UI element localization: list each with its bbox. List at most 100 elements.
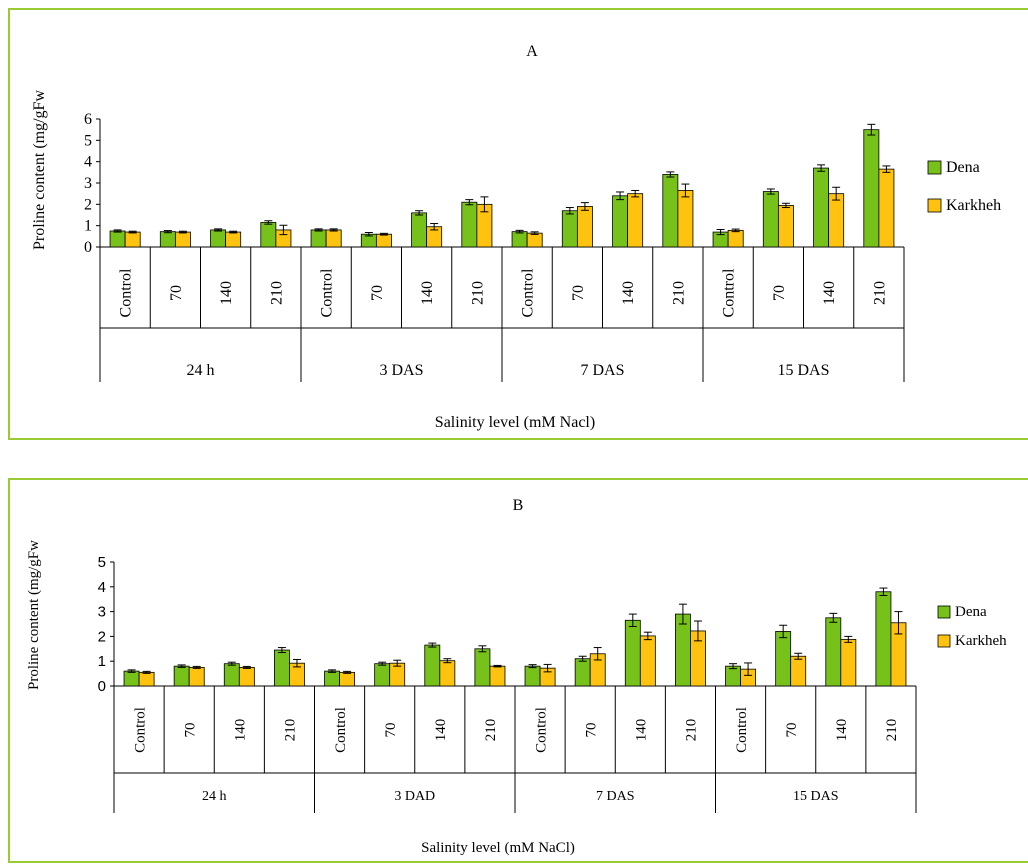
category-label: 140	[634, 719, 650, 742]
legend-label-dena: Dena	[955, 604, 987, 620]
legend-label-dena: Dena	[946, 159, 980, 176]
legend-swatch-karkheh	[927, 198, 942, 213]
x-axis-label: Salinity level (mM Nacl)	[435, 414, 595, 431]
bar-dena	[775, 631, 792, 687]
y-tick-label: 6	[84, 111, 92, 128]
bar-karkheh	[238, 666, 255, 687]
bar-dena	[825, 617, 842, 687]
bar-karkheh	[124, 231, 141, 248]
bar-karkheh	[225, 231, 242, 248]
bar-dena	[173, 665, 190, 687]
chart-a-svg: A Proline content (mg/gFw 0 1 2 3 4 5 6 Control 70…	[31, 43, 1001, 431]
chart-b-svg: B Proline content (mg/gFw 0 1 2 3 4 5 Control 70 1…	[26, 497, 1007, 856]
bar-karkheh	[576, 206, 593, 248]
bar-karkheh	[188, 666, 205, 687]
y-axis-label: Proline content (mg/gFw	[26, 540, 42, 690]
bar-karkheh	[840, 638, 857, 687]
category-label: Control	[319, 268, 336, 317]
category-label: Control	[520, 268, 537, 317]
bar-karkheh	[339, 671, 356, 687]
category-label: Control	[721, 268, 738, 317]
bar-karkheh	[138, 671, 155, 687]
group-label: 3 DAD	[394, 789, 435, 804]
y-tick-label: 1	[98, 653, 106, 670]
category-label: Control	[734, 707, 750, 753]
category-label: Control	[132, 707, 148, 753]
group-label: 7 DAS	[596, 789, 635, 804]
category-label: Control	[118, 268, 135, 317]
bar-karkheh	[727, 229, 744, 248]
bar-karkheh	[325, 229, 342, 248]
y-tick-label: 2	[84, 196, 92, 213]
y-tick-label: 4	[98, 579, 106, 596]
category-label: 70	[383, 723, 399, 738]
category-label: 140	[433, 719, 449, 742]
category-label: 70	[182, 723, 198, 738]
category-label: 70	[570, 285, 587, 301]
group-label: 24 h	[202, 789, 227, 804]
category-label: 140	[419, 281, 436, 305]
group-label: 3 DAS	[379, 362, 423, 379]
bar-dena	[260, 222, 277, 248]
category-label: 140	[233, 719, 249, 742]
bar-dena	[461, 201, 478, 248]
bar-dena	[123, 670, 140, 687]
bar-karkheh	[677, 190, 694, 248]
bar-dena	[574, 658, 591, 687]
bar-karkheh	[878, 168, 895, 248]
category-label: 70	[168, 285, 185, 301]
category-label: 70	[771, 285, 788, 301]
category-label: 210	[871, 281, 888, 305]
category-label: 210	[283, 719, 299, 742]
y-tick-label: 2	[98, 628, 106, 645]
bar-karkheh	[489, 665, 506, 687]
y-tick-label: 5	[98, 554, 106, 571]
y-tick-label: 4	[84, 154, 92, 171]
category-label: 210	[483, 719, 499, 742]
bar-dena	[109, 230, 126, 248]
bar-karkheh	[639, 635, 656, 687]
bar-dena	[324, 670, 340, 687]
y-tick-label: 0	[84, 239, 92, 256]
bar-dena	[612, 195, 629, 248]
y-tick-label: 1	[84, 218, 92, 235]
category-label: 140	[834, 719, 850, 742]
legend-label-karkheh: Karkheh	[955, 633, 1007, 649]
category-label: Control	[533, 707, 549, 753]
legend-swatch-dena	[927, 160, 942, 175]
chart-title: B	[513, 497, 524, 514]
bar-karkheh	[828, 193, 845, 248]
category-label: 70	[583, 723, 599, 738]
legend-swatch-karkheh	[937, 634, 951, 648]
chart-panel-b: B Proline content (mg/gFw 0 1 2 3 4 5 Control 70 1…	[8, 478, 1028, 863]
bar-dena	[875, 591, 892, 687]
bar-dena	[273, 649, 290, 687]
category-label: 140	[620, 281, 637, 305]
legend-swatch-dena	[937, 605, 951, 619]
bar-dena	[524, 665, 541, 687]
category-label: 210	[670, 281, 687, 305]
y-tick-label: 0	[98, 678, 106, 695]
y-tick-label: 5	[84, 132, 92, 149]
bar-dena	[511, 231, 528, 248]
bar-dena	[624, 619, 641, 687]
category-label: Control	[333, 707, 349, 753]
bar-dena	[159, 231, 176, 248]
legend-label-karkheh: Karkheh	[946, 197, 1001, 214]
group-label: 7 DAS	[580, 362, 624, 379]
category-label: 140	[218, 281, 235, 305]
category-label: 210	[684, 719, 700, 742]
group-label: 15 DAS	[777, 362, 829, 379]
bar-dena	[210, 229, 227, 248]
bar-dena	[762, 191, 779, 248]
bar-karkheh	[526, 232, 543, 248]
group-label: 15 DAS	[793, 789, 839, 804]
y-tick-label: 3	[98, 604, 106, 621]
category-label: 70	[784, 723, 800, 738]
bar-dena	[675, 613, 691, 687]
y-tick-label: 3	[84, 175, 92, 192]
bar-karkheh	[375, 233, 392, 248]
bar-dena	[411, 212, 428, 248]
bar-karkheh	[777, 204, 794, 248]
bar-dena	[813, 167, 830, 248]
